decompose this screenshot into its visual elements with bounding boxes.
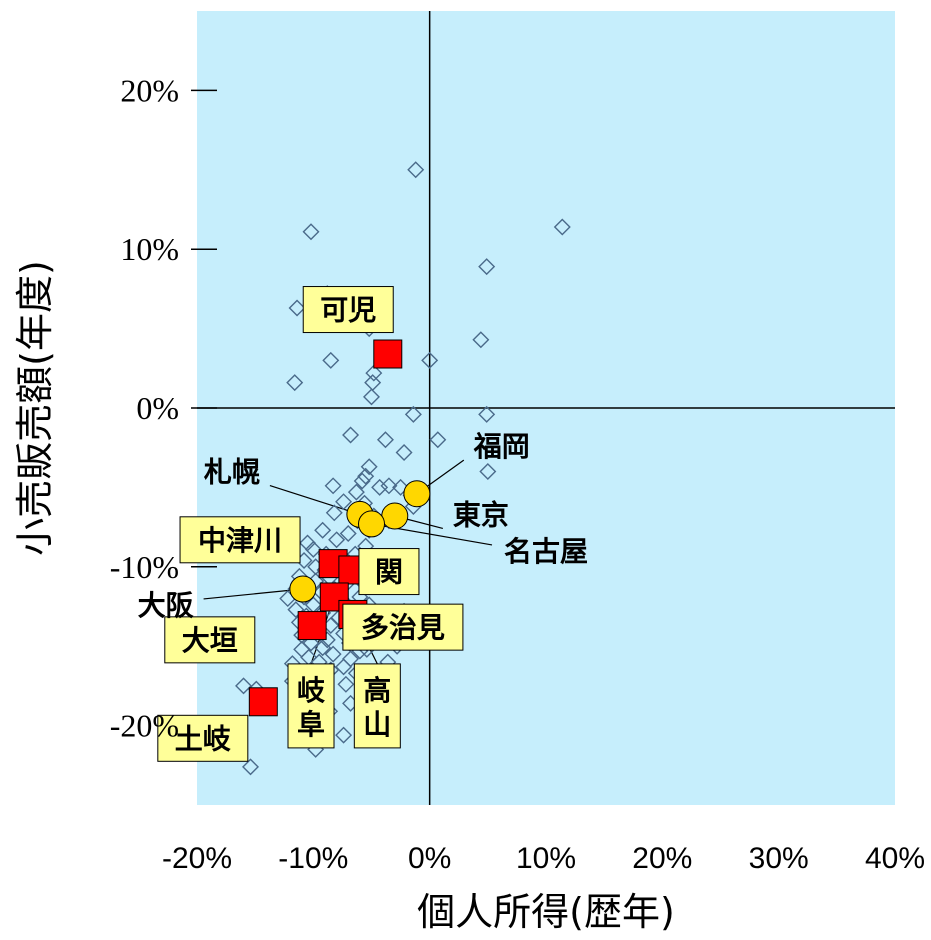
y-tick-label: 0% [136,390,179,426]
label-box [287,663,335,749]
diamond-point [314,639,332,657]
leader-line [269,484,361,515]
diamond-point [324,645,342,663]
label-box [342,603,464,651]
diamond-point [404,405,422,423]
diamond-point [324,477,342,495]
y-tick-label: 20% [120,72,179,108]
label-box [358,548,420,596]
city-circle-point [381,502,409,530]
diamond-point [472,331,490,349]
diamond-point [363,388,380,406]
label-box [353,663,401,749]
diamond-point [302,634,320,652]
diamond-point [421,351,439,369]
diamond-point [242,758,260,776]
diamond-point [342,426,360,444]
diamond-point [339,524,357,542]
city-label: 中津川 [198,524,282,557]
city-label: 関 [375,556,403,589]
diamond-point [553,218,571,236]
x-tick-label: 40% [865,842,925,875]
city-circle-point [358,510,385,538]
diamond-point [286,374,304,392]
x-tick-label: 0% [408,842,451,875]
diamond-point [288,299,306,317]
diamond-point [235,677,253,695]
x-tick-label: 30% [749,842,809,875]
city-label: 大阪 [138,589,194,622]
label-box [164,616,256,664]
diamond-point [335,658,353,676]
city-label: 岐阜 [297,674,325,741]
diamond-point [287,601,305,619]
diamond-point [365,364,383,382]
diamond-point [347,483,365,501]
diamond-point [335,493,353,511]
y-tick-label: -10% [110,549,179,585]
label-box [157,714,249,762]
tick-labels: -20% -10% 0% 10% 20% -20% -10% 0% 10% 20% 30% 40% [110,72,925,875]
highlight-square-point [373,339,403,369]
x-tick-label: 20% [632,842,692,875]
diamond-point [392,478,410,496]
city-circle-point [289,575,317,603]
label-box [302,286,394,334]
highlight-square-point [297,611,327,641]
label-box [179,516,301,564]
diamond-point [337,675,355,693]
x-tick-label: 10% [516,842,576,875]
city-label: 多治見 [361,611,445,644]
diamond-point [322,351,340,369]
city-label: 高山 [363,674,391,741]
city-label: 福岡 [473,430,530,463]
diamond-point [353,472,371,490]
city-label: 大垣 [182,624,238,657]
diamond-point [407,161,425,179]
y-axis-title: 小売販売額(年度) [13,260,57,556]
y-tick-label: -20% [110,708,179,744]
diamond-point [302,223,320,241]
city-label: 可児 [320,294,376,327]
diamond-point [325,504,343,522]
x-axis-title: 個人所得(歴年) [417,890,675,934]
diamond-point [335,726,353,744]
diamond-point [429,431,447,449]
diamond-point [328,531,346,549]
x-tick-label: -10% [278,842,348,875]
city-label: 札幌 [204,456,260,489]
diamond-point [371,478,389,496]
highlight-square-point [248,687,278,717]
y-tick-label: 10% [120,231,179,267]
diamond-point [380,477,398,495]
city-label: 土岐 [175,722,231,755]
diamond-point [304,540,322,558]
city-label: 東京 [453,498,509,531]
diamond-point [395,443,413,461]
diamond-point [479,463,497,481]
diamond-point [478,258,496,276]
diamond-point [376,431,394,449]
diamond-point [360,458,378,476]
leader-line [203,588,303,600]
x-tick-label: -20% [162,842,232,875]
diamond-point [314,521,332,539]
diamond-point [357,467,375,485]
city-label: 名古屋 [504,535,588,568]
diamond-point [478,405,496,423]
city-circle-point [403,480,431,508]
